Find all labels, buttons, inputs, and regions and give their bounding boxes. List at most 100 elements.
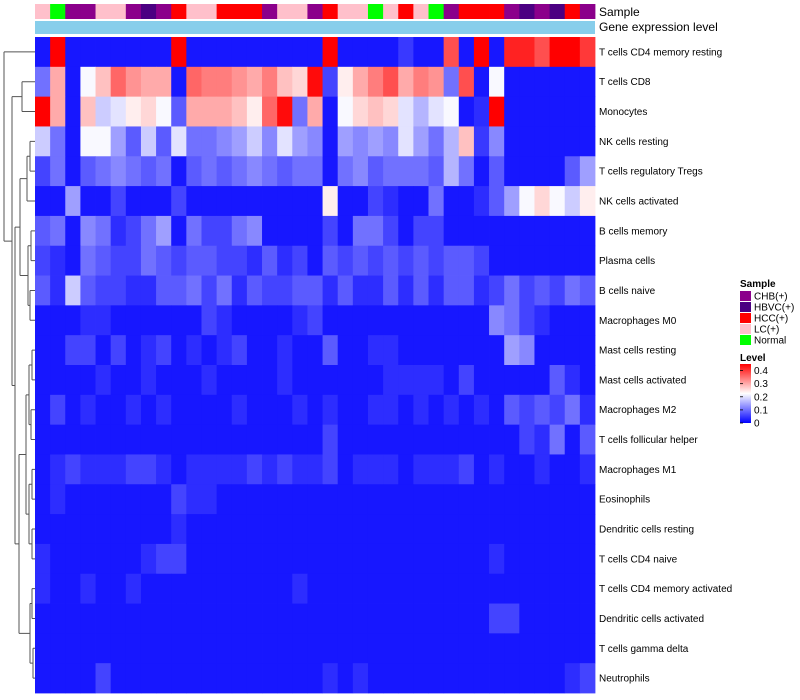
heatmap-cell xyxy=(564,365,581,396)
heatmap-cell xyxy=(277,156,293,187)
heatmap-cell xyxy=(307,484,323,515)
heatmap-cell xyxy=(186,633,202,664)
heatmap-cell xyxy=(337,275,354,306)
heatmap-cell xyxy=(307,215,323,247)
heatmap-cell xyxy=(428,514,445,545)
heatmap-cell xyxy=(473,335,490,366)
heatmap-cell xyxy=(65,633,81,664)
heatmap-cell xyxy=(186,543,202,575)
annotation-label-gene-expression: Gene expression level xyxy=(599,20,718,34)
heatmap-cell xyxy=(383,424,399,455)
heatmap-cell xyxy=(519,186,535,217)
heatmap-cell xyxy=(231,394,248,426)
heatmap-cell xyxy=(534,543,550,575)
heatmap-cell xyxy=(549,365,566,396)
sample-annotation-cell xyxy=(216,4,233,19)
level-tick-label: 0.2 xyxy=(754,392,768,403)
heatmap-cell xyxy=(322,603,339,634)
heatmap-cell xyxy=(65,573,81,604)
heatmap-cell xyxy=(534,573,550,604)
heatmap-cell xyxy=(262,394,278,426)
row-label: Macrophages M0 xyxy=(599,316,677,327)
heatmap-cell xyxy=(322,126,339,157)
heatmap-cell xyxy=(383,215,399,247)
heatmap-cell xyxy=(246,186,263,217)
heatmap-cell xyxy=(50,305,66,336)
heatmap-cell xyxy=(35,543,51,575)
heatmap-cell xyxy=(473,305,490,336)
heatmap-cell xyxy=(579,335,596,366)
heatmap-cell xyxy=(367,335,384,366)
heatmap-cell xyxy=(201,484,218,515)
heatmap-cell xyxy=(216,66,233,98)
heatmap-cell xyxy=(398,275,414,306)
level-tick-label: 0.1 xyxy=(754,405,768,416)
heatmap-cell xyxy=(428,305,445,336)
heatmap-cell xyxy=(489,335,505,366)
heatmap-cell xyxy=(367,424,384,455)
heatmap-cell xyxy=(110,335,127,366)
heatmap-cell xyxy=(216,96,233,127)
heatmap-cell xyxy=(262,156,278,187)
heatmap-cell xyxy=(201,96,218,127)
heatmap-cell xyxy=(307,186,323,217)
heatmap-cell xyxy=(246,215,263,247)
heatmap-cell xyxy=(80,215,96,247)
heatmap-cell xyxy=(216,305,233,336)
heatmap-cell xyxy=(428,424,445,455)
heatmap-cell xyxy=(50,245,66,276)
sample-legend-label: HCC(+) xyxy=(754,314,788,325)
heatmap-cell xyxy=(534,335,550,366)
heatmap-cell xyxy=(367,126,384,157)
heatmap-cell xyxy=(156,454,172,485)
heatmap-cell xyxy=(504,603,520,634)
heatmap-cell xyxy=(337,365,354,396)
heatmap-cell xyxy=(171,603,187,634)
heatmap-cell xyxy=(262,275,278,306)
heatmap-cell xyxy=(80,454,96,485)
heatmap-cell xyxy=(65,66,81,98)
heatmap-cell xyxy=(80,663,96,694)
heatmap-cell xyxy=(383,543,399,575)
heatmap-cell xyxy=(322,365,339,396)
heatmap-cell xyxy=(156,603,172,634)
heatmap-cell xyxy=(307,156,323,187)
heatmap-cell xyxy=(35,424,51,455)
heatmap-cell xyxy=(564,275,581,306)
heatmap-cell xyxy=(156,156,172,187)
heatmap-cell xyxy=(50,365,66,396)
heatmap-cell xyxy=(458,66,475,98)
heatmap-cell xyxy=(171,424,187,455)
heatmap-cell xyxy=(110,484,127,515)
heatmap-cell xyxy=(80,365,96,396)
heatmap-cell xyxy=(171,126,187,157)
heatmap-cell xyxy=(65,156,81,187)
heatmap-cell xyxy=(579,603,596,634)
heatmap-cell xyxy=(140,573,157,604)
heatmap-cell xyxy=(489,484,505,515)
heatmap-cell xyxy=(322,275,339,306)
heatmap-cell xyxy=(95,484,112,515)
heatmap-cell xyxy=(489,126,505,157)
heatmap-cell xyxy=(352,603,369,634)
heatmap-cell xyxy=(413,663,429,694)
heatmap-cell xyxy=(473,484,490,515)
heatmap-cell xyxy=(564,514,581,545)
heatmap-cell xyxy=(473,543,490,575)
heatmap-cell xyxy=(125,514,142,545)
sample-annotation-cell xyxy=(428,4,445,19)
row-label: Dendritic cells resting xyxy=(599,525,694,536)
heatmap-cell xyxy=(307,37,323,68)
sample-annotation-cell xyxy=(383,4,399,19)
heatmap-cell xyxy=(80,275,96,306)
heatmap-cell xyxy=(262,305,278,336)
heatmap-cell xyxy=(65,215,81,247)
heatmap-cell xyxy=(534,484,550,515)
heatmap-cell xyxy=(489,633,505,664)
heatmap-cell xyxy=(534,633,550,664)
heatmap-cell xyxy=(489,186,505,217)
heatmap-cell xyxy=(277,663,293,694)
heatmap-cell xyxy=(80,633,96,664)
heatmap-cell xyxy=(292,305,308,336)
heatmap-cell xyxy=(80,394,96,426)
